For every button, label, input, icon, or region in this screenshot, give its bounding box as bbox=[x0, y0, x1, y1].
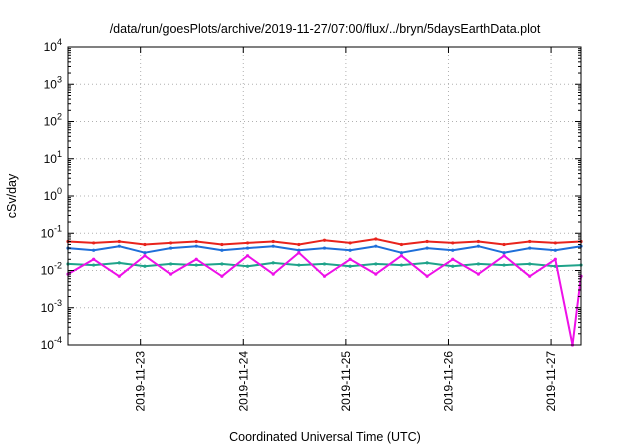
y-axis: 10-4 10-3 10-2 10-1 100 101 102 103 104 bbox=[41, 37, 581, 352]
y-tick-label: 104 bbox=[44, 37, 62, 54]
series-3-point bbox=[220, 248, 224, 252]
series-line-4 bbox=[67, 251, 582, 346]
series-1-point bbox=[220, 242, 224, 247]
series-1-point bbox=[169, 241, 173, 245]
series-2-point bbox=[451, 264, 455, 268]
series-3-point bbox=[245, 246, 250, 250]
series-4-point bbox=[169, 272, 173, 276]
y-tick-label: 101 bbox=[44, 149, 62, 166]
y-tick-label: 102 bbox=[44, 112, 62, 129]
series-1-point bbox=[502, 242, 506, 247]
series-4-point bbox=[553, 257, 557, 261]
series-1-point bbox=[425, 239, 429, 244]
series-4-point bbox=[322, 274, 327, 278]
x-tick-label: 2019-11-27 bbox=[544, 351, 558, 412]
series-4-point bbox=[92, 257, 96, 261]
series-4-point bbox=[271, 272, 275, 276]
series-4-point bbox=[399, 254, 404, 258]
series-4-point bbox=[117, 274, 121, 278]
series-3-point bbox=[194, 244, 198, 248]
series-4-point bbox=[374, 272, 378, 276]
series-3-point bbox=[143, 251, 147, 255]
series-2-point bbox=[502, 263, 506, 267]
series-3-point bbox=[117, 244, 121, 248]
series-1-point bbox=[528, 239, 532, 244]
series-1-point bbox=[245, 241, 250, 245]
x-tick-label: 2019-11-26 bbox=[441, 351, 455, 412]
x-tick-label: 2019-11-24 bbox=[236, 351, 250, 412]
series-4-point bbox=[348, 257, 352, 261]
series-2-point bbox=[476, 262, 480, 266]
series-2-point bbox=[194, 263, 198, 267]
y-tick-label: 10-2 bbox=[41, 261, 62, 278]
grid bbox=[68, 47, 581, 345]
series-4-point bbox=[528, 274, 532, 278]
series-2-point bbox=[399, 263, 404, 267]
y-tick-label: 10-4 bbox=[41, 335, 62, 352]
series-2-point bbox=[374, 262, 378, 266]
series-1-point bbox=[399, 242, 404, 247]
series-4-point bbox=[245, 254, 250, 258]
series-4-point bbox=[297, 251, 301, 255]
series-4-point bbox=[220, 274, 224, 278]
series-2-point bbox=[117, 261, 121, 265]
series-2-point bbox=[143, 264, 147, 268]
series-4-point bbox=[194, 257, 198, 261]
chart-title: /data/run/goesPlots/archive/2019-11-27/0… bbox=[110, 22, 541, 36]
series-2-point bbox=[528, 262, 532, 266]
series-3-point bbox=[297, 248, 301, 252]
series-2-point bbox=[271, 261, 275, 265]
series-2-point bbox=[297, 263, 301, 267]
series-3-point bbox=[528, 246, 532, 250]
series-1-point bbox=[194, 239, 198, 244]
series-1-point bbox=[92, 241, 96, 245]
series-1-point bbox=[322, 238, 327, 242]
series-3-point bbox=[374, 244, 378, 248]
series-4-point bbox=[476, 272, 480, 276]
y-axis-label: cSv/day bbox=[5, 173, 19, 218]
series-2-point bbox=[348, 264, 352, 268]
series-2-point bbox=[169, 262, 173, 266]
series-2-point bbox=[220, 262, 224, 266]
y-tick-label: 10-1 bbox=[41, 223, 62, 240]
y-tick-label: 100 bbox=[44, 186, 62, 203]
y-tick-label: 10-3 bbox=[41, 298, 62, 315]
y-tick-label: 103 bbox=[44, 74, 62, 91]
series-1-point bbox=[117, 239, 121, 244]
x-tick-label: 2019-11-25 bbox=[339, 351, 353, 412]
series-2-point bbox=[322, 262, 327, 266]
series-3-point bbox=[502, 251, 506, 255]
series-3-point bbox=[92, 248, 96, 252]
x-axis-label: Coordinated Universal Time (UTC) bbox=[229, 430, 421, 444]
series-3-point bbox=[169, 246, 173, 250]
series-2-point bbox=[245, 264, 250, 268]
series-2-point bbox=[92, 263, 96, 267]
series-1-point bbox=[476, 239, 480, 244]
series-2-point bbox=[425, 261, 429, 265]
x-tick-label: 2019-11-23 bbox=[134, 351, 148, 412]
series-4-point bbox=[502, 254, 506, 258]
series-4-point bbox=[143, 254, 147, 258]
series-group bbox=[66, 237, 583, 347]
series-4-point bbox=[425, 274, 429, 278]
series-3-point bbox=[451, 248, 455, 252]
series-3-point bbox=[399, 251, 404, 255]
series-3-point bbox=[425, 246, 429, 250]
series-3-point bbox=[348, 248, 352, 252]
series-3-point bbox=[553, 248, 557, 252]
series-3-point bbox=[322, 246, 327, 250]
series-3-point bbox=[271, 244, 275, 248]
series-3-point bbox=[476, 244, 480, 248]
series-1-point bbox=[143, 242, 147, 247]
series-4-point bbox=[451, 257, 455, 261]
series-1-point bbox=[348, 241, 352, 245]
x-axis: 2019-11-23 2019-11-24 2019-11-25 2019-11-26… bbox=[134, 47, 558, 412]
series-1-point bbox=[451, 241, 455, 245]
series-1-point bbox=[374, 237, 378, 241]
series-1-point bbox=[297, 242, 301, 247]
series-1-point bbox=[271, 239, 275, 244]
series-1-point bbox=[553, 241, 557, 245]
